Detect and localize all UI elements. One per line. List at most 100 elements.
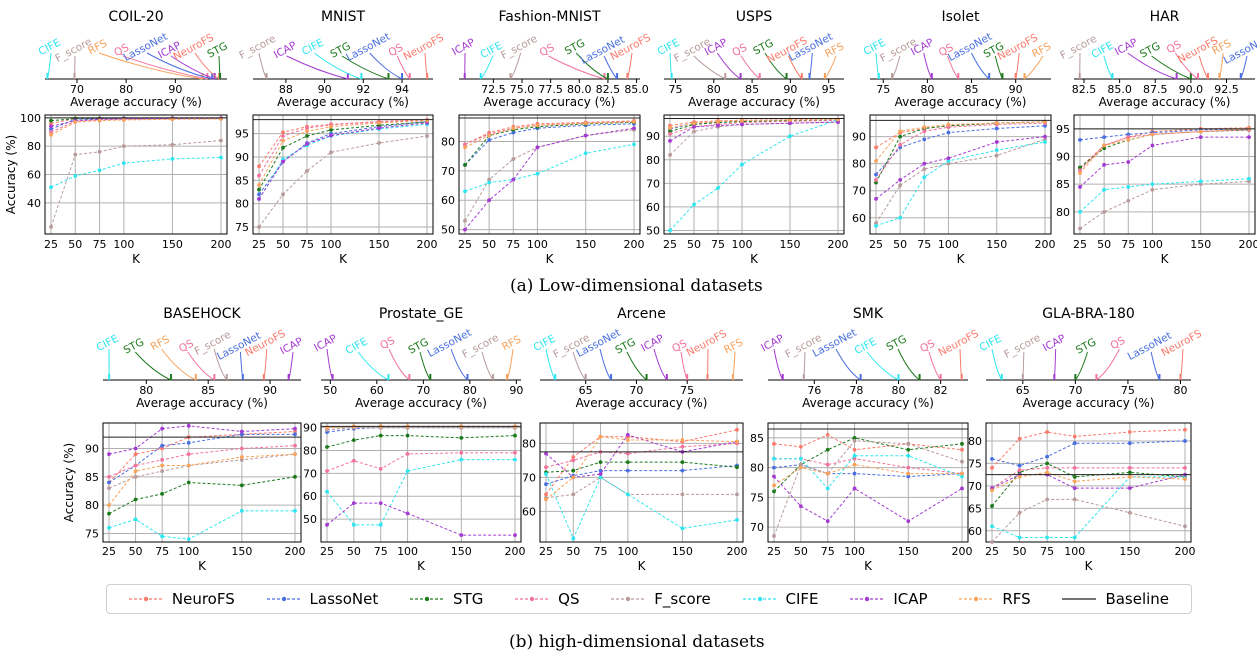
x-tick-label: 200 [1175, 545, 1196, 558]
series-point-f_score [692, 129, 696, 134]
legend-swatch [266, 596, 301, 602]
series-point-icap [463, 227, 467, 232]
y-tick-label: 70 [303, 467, 317, 480]
series-point-stg [960, 441, 964, 446]
x-tick-label: 150 [369, 238, 390, 251]
rank-tick-label: 90 [168, 83, 182, 96]
rank-connector-rfs [98, 52, 203, 80]
y-tick-label: 70 [968, 480, 982, 493]
series-point-icap [692, 124, 696, 129]
series-line-rfs [545, 436, 738, 500]
legend-swatch-marker [424, 596, 430, 602]
legend-item-stg: STG [410, 590, 483, 608]
series-point-lassonet [107, 480, 111, 485]
series-point-f_score [668, 153, 672, 157]
rank-connector-qs [740, 55, 761, 80]
y-tick-label: 60 [522, 505, 536, 518]
rank-axis-title: Average accuracy (%) [1023, 396, 1155, 410]
series-point-icap [1198, 135, 1203, 140]
series-point-cife [898, 215, 903, 220]
series-point-lassonet [1078, 138, 1082, 142]
series-point-rfs [680, 438, 685, 442]
series-line-neurofs [545, 429, 738, 495]
x-tick-label: 100 [397, 545, 418, 558]
plot-frame [539, 422, 744, 543]
x-tick-label: 150 [231, 545, 252, 558]
series-point-icap [994, 140, 999, 144]
series-point-qs [305, 126, 309, 130]
rank-connector-f_score [258, 52, 268, 80]
rank-connector-neurofs [1198, 55, 1209, 80]
series-point-cife [459, 457, 464, 462]
x-axis-label: K [750, 252, 759, 266]
series-point-f_score [772, 534, 776, 538]
x-tick-label: 50 [347, 545, 361, 558]
series-point-cife [852, 453, 857, 458]
x-tick-label: 200 [828, 238, 849, 251]
series-line-stg [50, 117, 221, 122]
series-point-cife [160, 534, 165, 539]
series-point-icap [632, 126, 636, 131]
series-point-lassonet [906, 474, 911, 479]
legend-item-icap: ICAP [850, 590, 928, 608]
series-point-neurofs [133, 452, 138, 457]
series-point-stg [281, 145, 285, 150]
series-line-cife [464, 143, 635, 192]
series-point-stg [160, 491, 165, 496]
series-point-icap [511, 177, 516, 182]
series-line-icap [1079, 136, 1249, 188]
rank-connector-rfs [1024, 55, 1044, 80]
series-point-cife [716, 186, 720, 190]
legend-label: LassoNet [309, 590, 379, 608]
rank-connector-lassonet [450, 348, 468, 381]
x-tick-label: 50 [68, 238, 82, 251]
series-line-cife [875, 141, 1046, 227]
series-point-rfs [281, 138, 285, 143]
series-point-f_score [219, 138, 223, 143]
series-line-cife [774, 455, 963, 490]
rank-connector-qs [388, 348, 410, 381]
rank-connector-qs [396, 55, 411, 80]
series-point-cife [351, 522, 356, 527]
series-point-cife [487, 180, 492, 185]
rank-tick-label: 90 [783, 83, 797, 96]
series-line-neurofs [108, 431, 296, 483]
rank-connector-qs [548, 55, 605, 80]
series-line-stg [258, 121, 428, 190]
series-line-cife [545, 473, 738, 540]
series-line-f_score [773, 440, 963, 537]
rank-connector-icap [286, 55, 348, 80]
rank-tick-label: 90.0 [1179, 83, 1204, 96]
series-line-f_score [875, 138, 1046, 224]
series-point-icap [1127, 486, 1132, 491]
series-line-rfs [875, 121, 1046, 162]
rank-tick-label: 72.5 [481, 83, 506, 96]
x-tick-label: 100 [938, 238, 959, 251]
x-tick-label: 50 [482, 238, 496, 251]
rank-connector-stg [897, 348, 920, 381]
series-point-neurofs [772, 441, 776, 446]
series-point-f_score [73, 152, 78, 157]
legend-swatch [410, 596, 445, 602]
series-point-qs [825, 462, 830, 467]
series-point-cife [49, 185, 53, 190]
rank-connector-icap [923, 52, 933, 80]
panel-title: HAR [1150, 9, 1180, 25]
series-line-qs [545, 442, 738, 468]
rank-label-cife: CIFE [95, 333, 121, 354]
series-point-stg [459, 435, 464, 440]
rank-tick-label: 70 [70, 83, 84, 96]
x-tick-label: 75 [93, 238, 107, 251]
y-tick-label: 75 [750, 491, 764, 504]
series-point-icap [293, 426, 297, 431]
panel-title: Arcene [617, 306, 666, 322]
series-point-cife [1247, 176, 1251, 181]
rank-tick-label: 70 [629, 384, 643, 397]
series-point-icap [922, 161, 927, 166]
x-tick-label: 150 [162, 238, 183, 251]
series-point-qs [544, 465, 548, 470]
series-point-qs [922, 129, 927, 134]
series-point-qs [852, 456, 857, 461]
series-line-stg [773, 437, 963, 492]
